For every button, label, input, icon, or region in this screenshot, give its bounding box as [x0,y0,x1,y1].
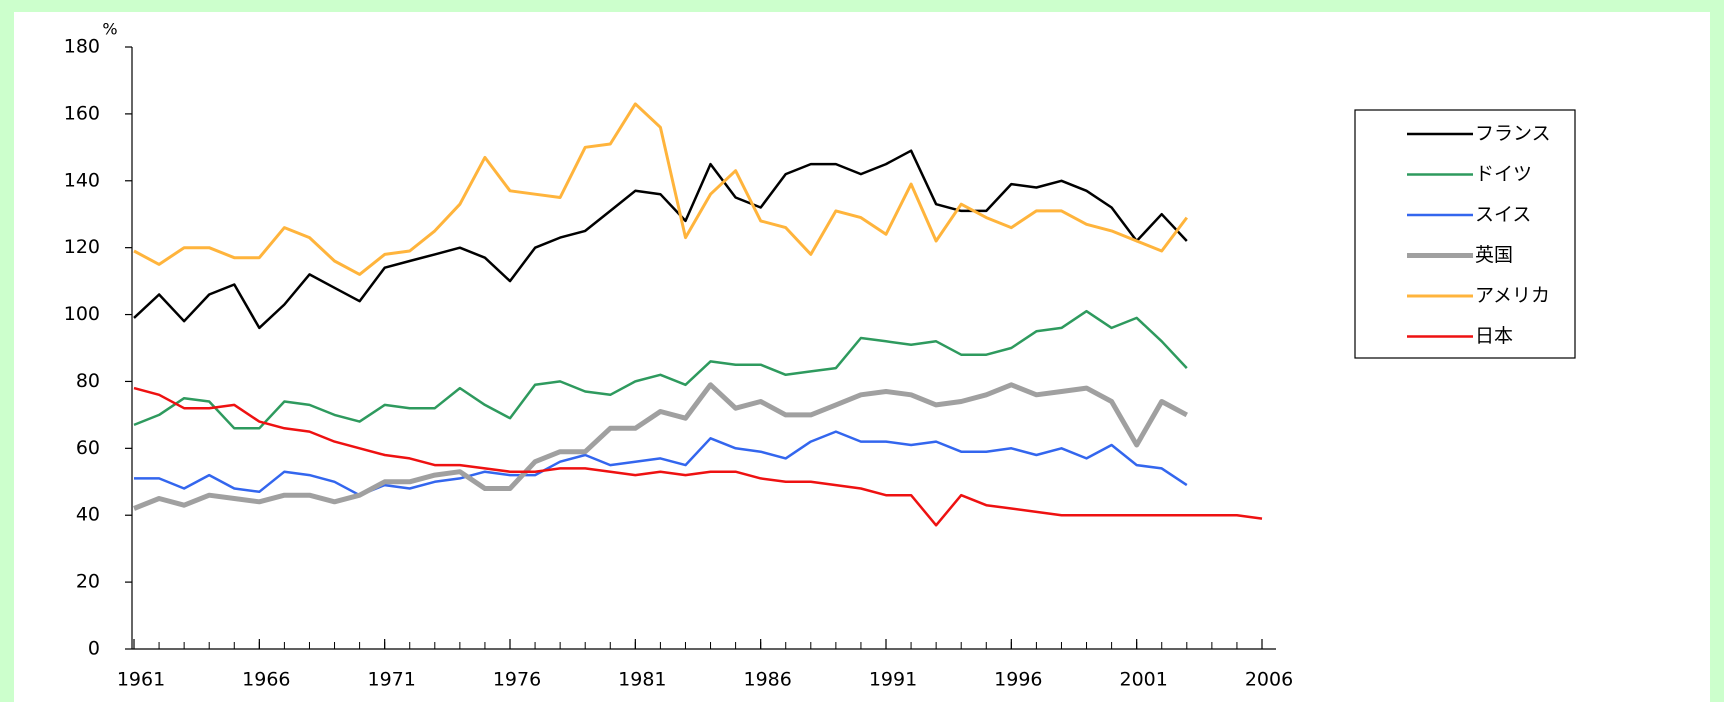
legend-label: ドイツ [1475,163,1532,185]
x-tick-label: 1986 [743,669,791,691]
legend-label: 日本 [1475,325,1513,347]
legend-label: スイス [1475,204,1531,226]
x-tick-label: 1966 [242,669,290,691]
series-line [133,309,1188,430]
series-line [133,386,1263,527]
y-tick-label: 100 [64,303,100,325]
y-tick-label: 20 [76,571,100,593]
x-tick-label: 1961 [117,669,165,691]
x-tick-label: 2006 [1245,669,1293,691]
y-unit: % [102,20,117,39]
series-line [133,102,1188,276]
legend-label: フランス [1475,123,1551,145]
y-tick-label: 60 [76,437,100,459]
y-tick-label: 120 [64,236,100,258]
y-tick-label: 80 [76,370,100,392]
y-tick-label: 180 [64,36,100,58]
y-tick-label: 0 [88,638,100,660]
y-tick-label: 40 [76,504,100,526]
legend-label: 英国 [1475,244,1513,266]
x-tick-label: 1981 [618,669,666,691]
legend-box [1354,109,1576,359]
y-tick-label: 160 [64,102,100,124]
x-tick-label: 1971 [367,669,415,691]
x-tick-label: 1996 [994,669,1042,691]
x-tick-label: 1976 [493,669,541,691]
legend-label: アメリカ [1475,285,1550,307]
series-line [133,382,1188,511]
y-tick-label: 140 [64,169,100,191]
x-tick-label: 2001 [1119,669,1167,691]
series-line [134,430,1188,497]
x-tick-label: 1991 [869,669,917,691]
series-line [133,149,1188,330]
